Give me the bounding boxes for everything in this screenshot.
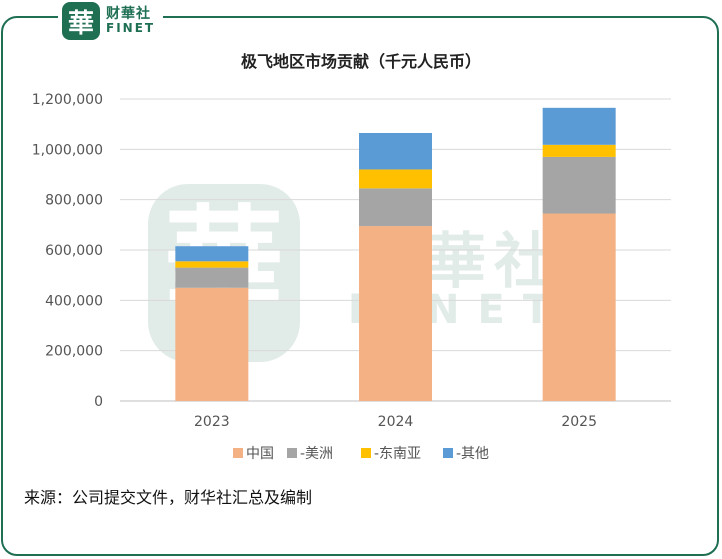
bar-segment: [359, 169, 432, 189]
legend-label: -其他: [456, 446, 489, 462]
y-tick-label: 800,000: [45, 193, 103, 209]
legend-swatch: [287, 448, 297, 458]
bar-segment: [359, 226, 432, 401]
legend-swatch: [443, 448, 453, 458]
bar-segment: [175, 246, 249, 262]
bars: [175, 107, 616, 401]
x-axis-ticks: 2023 2024 2025: [194, 414, 597, 430]
legend-swatch: [233, 448, 243, 458]
x-tick-label: 2024: [378, 414, 414, 430]
brand-name-cn: 财華社: [106, 6, 151, 23]
chart-title: 极飞地区市场贡献（千元人民币）: [241, 52, 481, 71]
bar-segment: [175, 261, 249, 268]
y-tick-label: 200,000: [45, 344, 103, 360]
legend-swatch: [361, 448, 371, 458]
legend-label: 中国: [246, 446, 274, 462]
bar-segment: [175, 287, 249, 401]
y-tick-label: 1,000,000: [32, 142, 103, 158]
bar-segment: [542, 213, 616, 401]
bar-segment: [542, 144, 616, 157]
x-tick-label: 2023: [194, 414, 230, 430]
bar-segment: [542, 107, 616, 145]
y-tick-label: 0: [94, 394, 103, 410]
x-tick-label: 2025: [561, 414, 597, 430]
y-tick-label: 600,000: [45, 243, 103, 259]
y-tick-label: 1,200,000: [32, 92, 103, 108]
brand-seal: 華: [62, 2, 100, 40]
legend: 中国 -美洲 -东南亚 -其他: [233, 446, 489, 462]
source-note: 来源：公司提交文件，财华社汇总及编制: [24, 488, 313, 507]
bar-segment: [359, 188, 432, 227]
legend-label: -美洲: [300, 446, 333, 462]
bar-segment: [175, 267, 249, 288]
brand-text: 财華社 FINET: [106, 7, 155, 34]
brand-name-en: FINET: [106, 21, 156, 36]
bar-segment: [359, 132, 432, 170]
y-tick-label: 400,000: [45, 293, 103, 309]
brand-logo: 華 财華社 FINET: [58, 0, 164, 42]
bar-segment: [542, 156, 616, 214]
legend-label: -东南亚: [374, 446, 421, 462]
y-axis-ticks: 0 200,000 400,000 600,000 800,000 1,000,000 1,…: [32, 92, 103, 410]
